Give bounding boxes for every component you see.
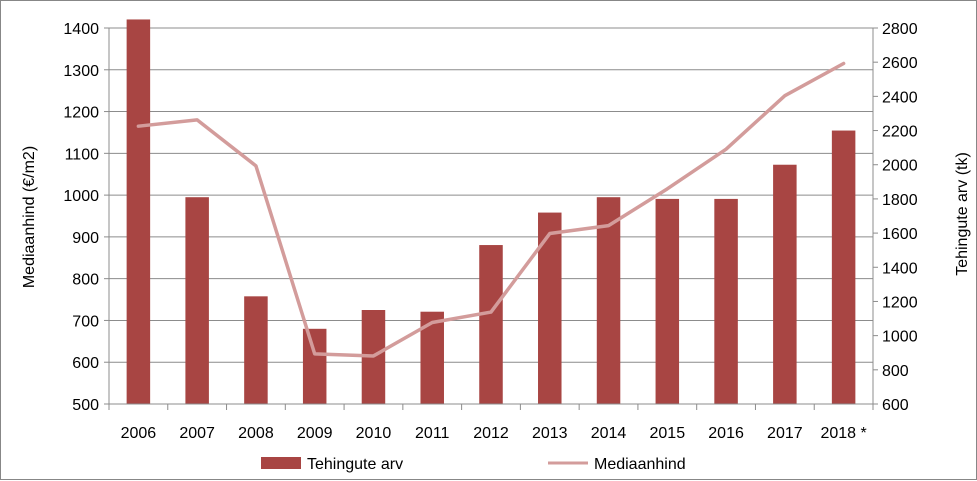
left-tick-label: 1200 xyxy=(63,105,99,122)
right-tick-label: 1200 xyxy=(882,294,918,311)
bar-series xyxy=(126,19,856,404)
left-tick-label: 900 xyxy=(72,230,99,247)
right-tick-label: 2600 xyxy=(882,55,918,72)
mediaanhind-line xyxy=(136,61,846,358)
x-tick-label: 2006 xyxy=(121,425,157,442)
axes xyxy=(108,28,874,405)
left-tick-label: 1000 xyxy=(63,188,99,205)
bar-2007 xyxy=(185,197,209,404)
x-axis-ticks: 2006 2007 2008 2009 2010 2011 2012 2013 2014 2015… xyxy=(108,404,874,442)
x-tick-label: 2014 xyxy=(591,425,627,442)
left-tick-label: 1400 xyxy=(63,21,99,38)
right-tick-label: 2400 xyxy=(882,89,918,106)
bar-2012 xyxy=(479,245,503,404)
bar-2018 xyxy=(831,130,856,404)
x-tick-label: 2016 xyxy=(708,425,744,442)
legend: Tehingute arv Mediaanhind xyxy=(261,456,686,473)
bar-2008 xyxy=(244,296,268,404)
bar-2014 xyxy=(596,197,621,404)
left-tick-label: 500 xyxy=(72,397,99,414)
bar-2016 xyxy=(714,198,738,404)
right-tick-label: 800 xyxy=(882,363,909,380)
x-tick-label: 2012 xyxy=(473,425,509,442)
x-tick-label: 2009 xyxy=(297,425,333,442)
x-tick-label: 2017 xyxy=(767,425,803,442)
left-tick-label: 800 xyxy=(72,272,99,289)
left-tick-label: 1100 xyxy=(65,146,100,163)
x-tick-label: 2011 xyxy=(415,425,450,442)
bar-2017 xyxy=(773,164,797,404)
x-tick-label: 2015 xyxy=(650,425,686,442)
right-tick-label: 2000 xyxy=(882,158,918,175)
legend-swatch-tehingute-arv xyxy=(261,457,301,469)
x-tick-label: 2013 xyxy=(532,425,568,442)
x-tick-label: 2008 xyxy=(238,425,274,442)
legend-label-tehingute-arv: Tehingute arv xyxy=(307,456,403,473)
x-tick-label: 2010 xyxy=(356,425,392,442)
right-tick-label: 600 xyxy=(882,397,909,414)
line-series xyxy=(136,61,846,358)
right-tick-label: 2800 xyxy=(882,21,918,38)
right-axis-ticks: 600 800 1000 1200 1400 1600 1800 2000 2200 2400 26… xyxy=(873,21,918,414)
bar-2013 xyxy=(538,212,562,404)
left-tick-label: 1300 xyxy=(63,63,99,80)
right-tick-label: 1800 xyxy=(882,192,918,209)
left-tick-label: 600 xyxy=(72,355,99,372)
grid-lines xyxy=(109,27,873,363)
x-tick-label: 2018 * xyxy=(820,425,866,442)
left-tick-label: 700 xyxy=(72,313,99,330)
bar-2006 xyxy=(126,19,151,404)
left-axis-title: Mediaanhind (€/m2) xyxy=(21,146,38,288)
right-tick-label: 1400 xyxy=(882,260,918,277)
left-axis-ticks: 500 600 700 800 900 1000 1100 1200 1300 1400 xyxy=(63,21,109,414)
x-tick-label: 2007 xyxy=(179,425,215,442)
bar-2009 xyxy=(302,328,327,404)
right-axis-title: Tehingute arv (tk) xyxy=(954,152,971,276)
right-tick-label: 2200 xyxy=(882,124,918,141)
bar-2015 xyxy=(655,198,680,404)
legend-label-mediaanhind: Mediaanhind xyxy=(594,456,686,473)
right-tick-label: 1000 xyxy=(882,329,918,346)
right-tick-label: 1600 xyxy=(882,226,918,243)
bar-2011 xyxy=(420,311,444,404)
